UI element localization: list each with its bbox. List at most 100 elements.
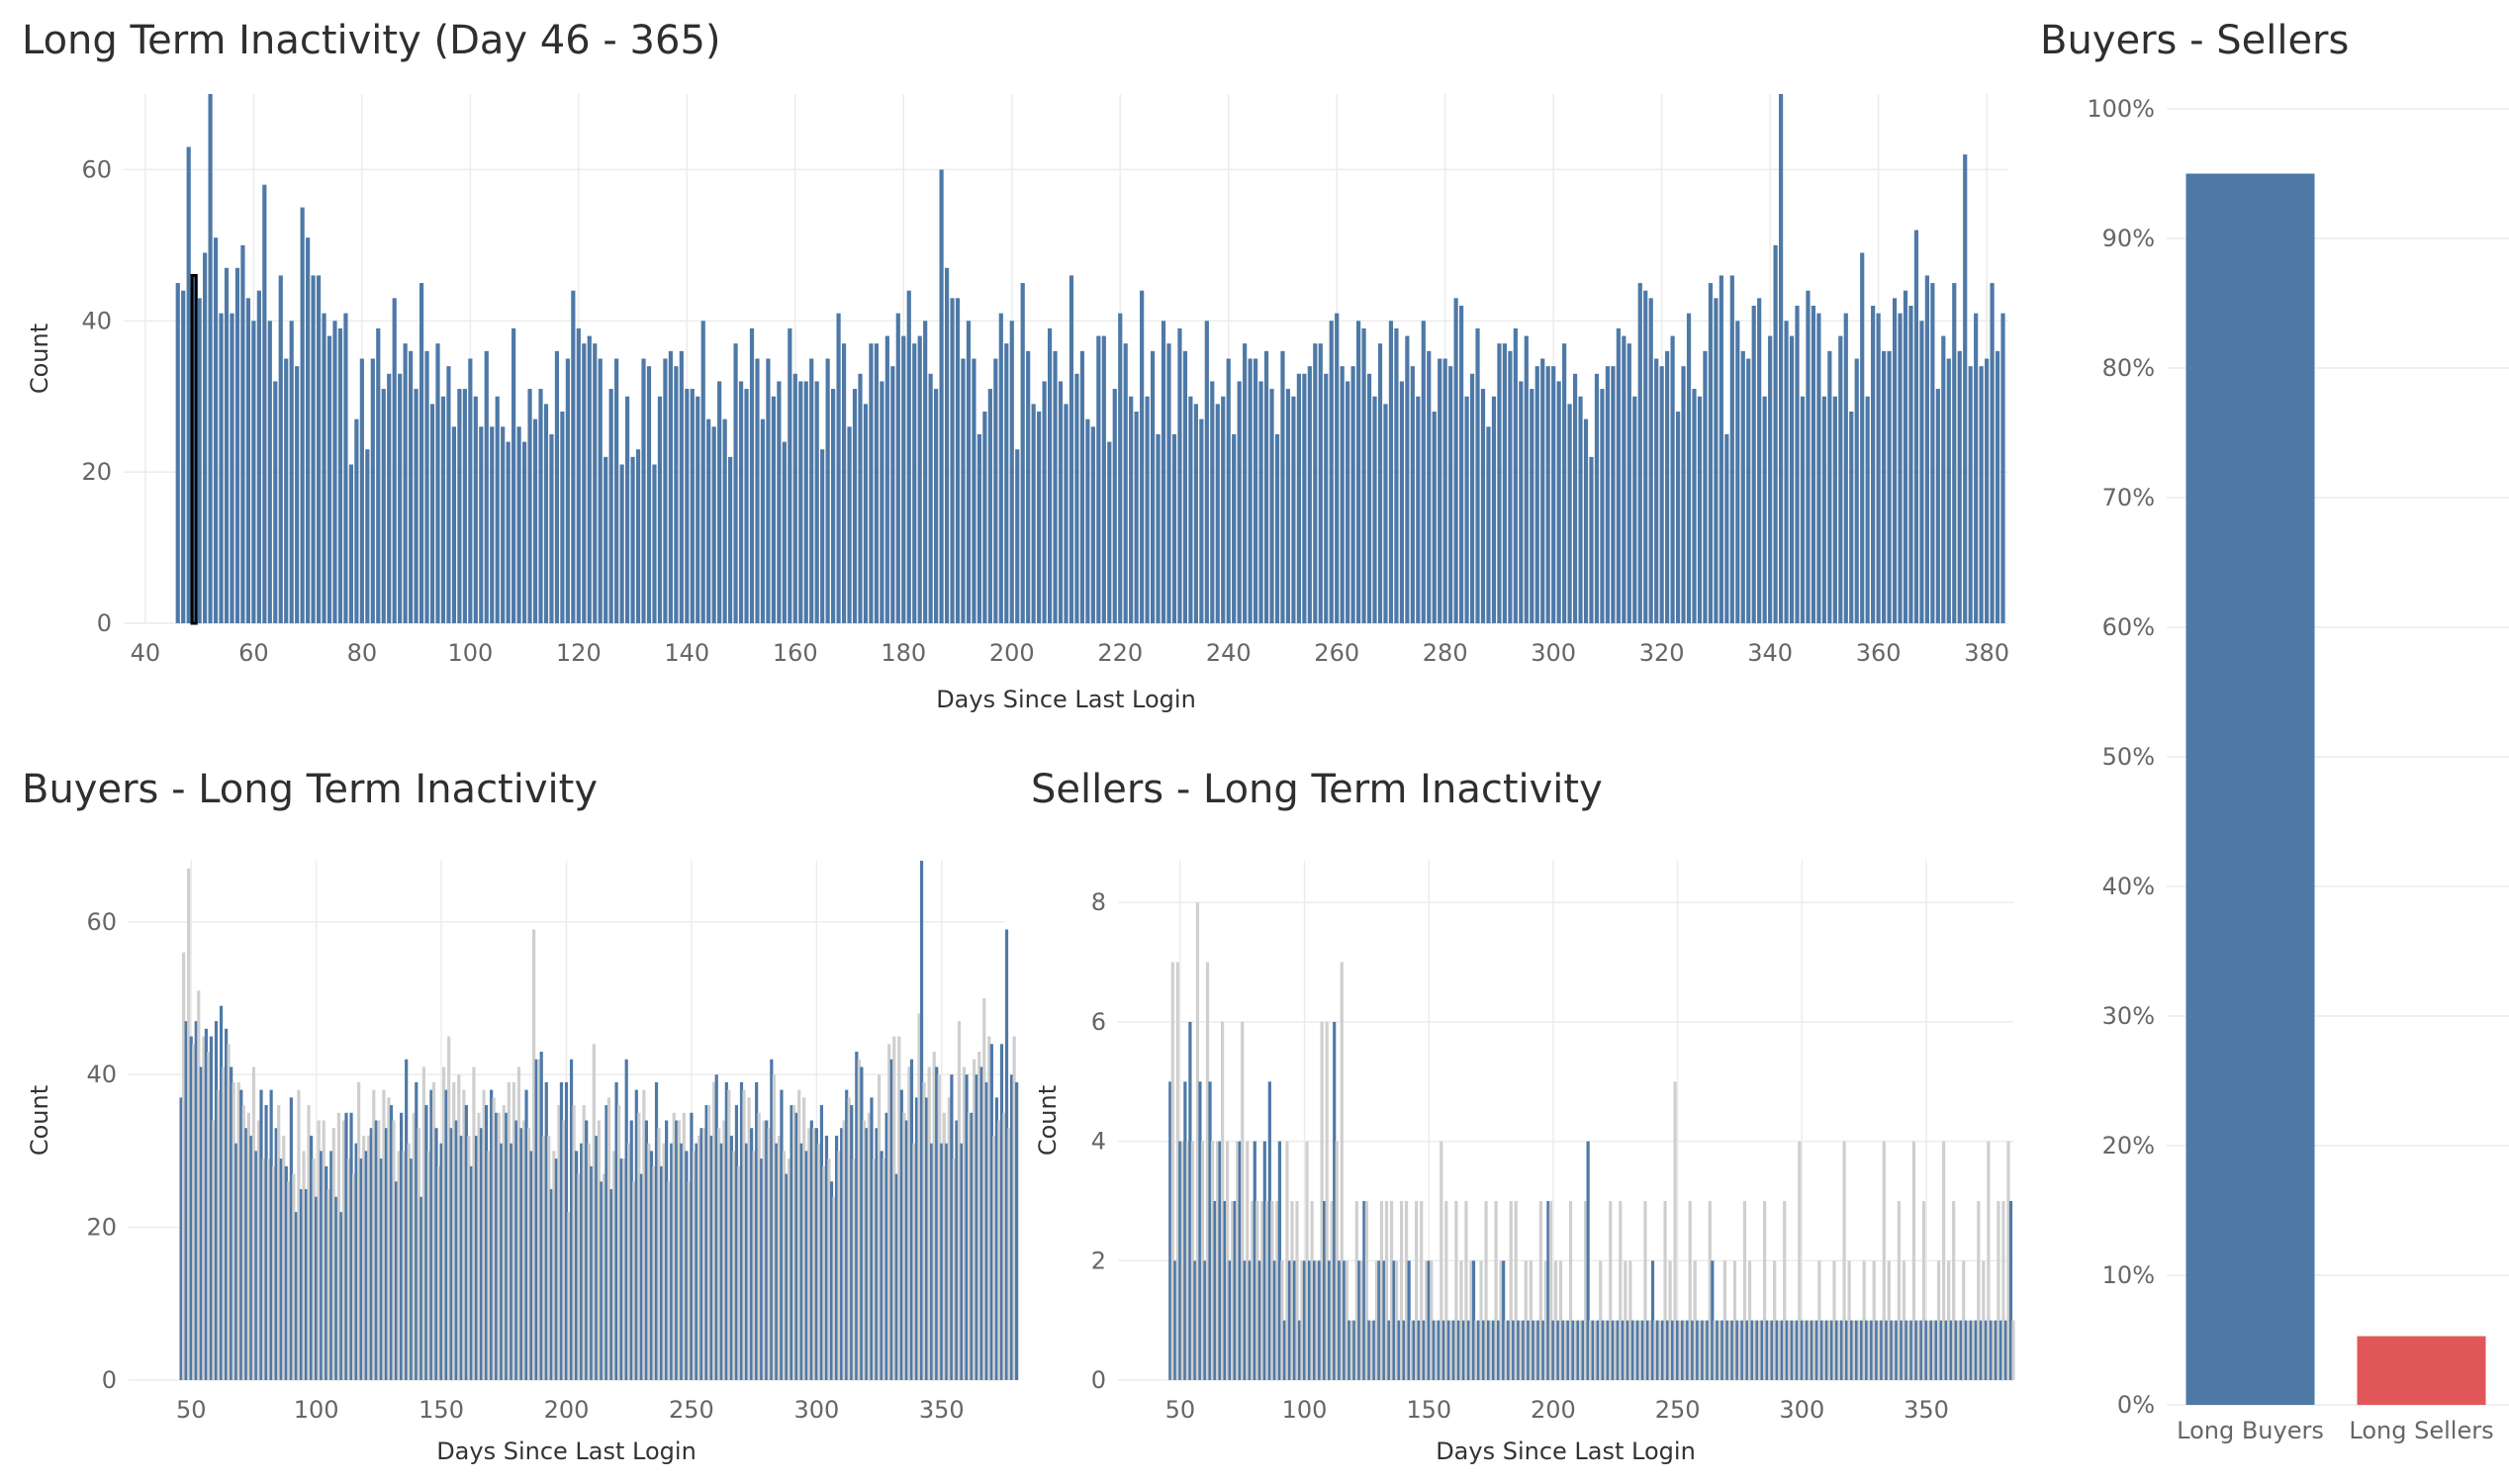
histogram-bar <box>331 1128 335 1380</box>
histogram-bar <box>785 1173 789 1380</box>
histogram-bar <box>398 373 403 623</box>
histogram-bar <box>1985 358 1990 623</box>
histogram-bar <box>187 868 191 1380</box>
histogram-bar <box>312 1159 316 1380</box>
histogram-bar <box>387 373 392 623</box>
histogram-bar <box>1919 1320 1923 1380</box>
histogram-bar <box>1882 1141 1886 1380</box>
histogram-bar <box>897 1036 901 1380</box>
histogram-bar <box>1009 1074 1014 1380</box>
histogram-bar <box>1944 1320 1948 1380</box>
x-tick-label: 350 <box>1904 1396 1949 1424</box>
histogram-bar <box>1663 1200 1667 1380</box>
histogram-bar <box>1594 1320 1598 1380</box>
y-axis-title: Count <box>26 1085 53 1156</box>
histogram-bar <box>709 1135 713 1380</box>
histogram-bar <box>1686 1320 1690 1380</box>
y-tick-label: 70% <box>2102 484 2155 511</box>
histogram-bar <box>744 389 749 623</box>
histogram-bar <box>1930 283 1935 623</box>
histogram-bar <box>1584 1200 1588 1380</box>
histogram-bar <box>348 464 354 623</box>
histogram-bar <box>1459 306 1464 623</box>
histogram-bar <box>336 1112 340 1380</box>
histogram-bar <box>351 1173 356 1380</box>
histogram-bar <box>384 1128 389 1380</box>
histogram-bar <box>521 1120 526 1380</box>
histogram-bar <box>1589 1320 1593 1380</box>
histogram-bar <box>424 1105 428 1380</box>
histogram-bar <box>1296 373 1301 623</box>
histogram-bar <box>1270 1200 1274 1380</box>
histogram-bar <box>1161 321 1166 623</box>
histogram-bar <box>1773 1260 1777 1380</box>
histogram-bar <box>1740 350 1745 623</box>
histogram-bar <box>1232 433 1237 623</box>
histogram-bar <box>256 1120 261 1380</box>
histogram-bar <box>552 1151 556 1380</box>
histogram-bar <box>1914 1320 1918 1380</box>
histogram-bar <box>1504 1320 1508 1380</box>
histogram-bar <box>1735 321 1740 623</box>
histogram-bar <box>397 1151 401 1380</box>
histogram-bar <box>1440 1141 1443 1380</box>
histogram-bar <box>1987 1141 1991 1380</box>
histogram-bar <box>1047 327 1053 623</box>
histogram-bar <box>1556 1320 1560 1380</box>
histogram-bar <box>1900 1320 1904 1380</box>
histogram-bar <box>472 1067 476 1380</box>
histogram-bar <box>762 1120 766 1380</box>
histogram-bar <box>1479 1260 1483 1380</box>
histogram-bar <box>712 1081 716 1380</box>
histogram-bar <box>947 1097 951 1380</box>
histogram-bar <box>1469 373 1475 623</box>
histogram-bar <box>883 1159 886 1380</box>
histogram-bar <box>1616 327 1621 623</box>
histogram-bar <box>1420 1200 1424 1380</box>
histogram-bar <box>862 1120 866 1380</box>
histogram-bar <box>755 358 760 623</box>
histogram-bar <box>860 1067 864 1380</box>
histogram-bar <box>1203 1260 1207 1380</box>
histogram-bar <box>514 1120 518 1380</box>
histogram-bar <box>719 1143 723 1380</box>
histogram-bar <box>1416 396 1421 623</box>
histogram-bar <box>1714 298 1719 623</box>
histogram-bar <box>1183 1081 1187 1380</box>
histogram-bar <box>930 1143 934 1380</box>
histogram-bar <box>1069 275 1074 623</box>
histogram-bar <box>1330 1200 1334 1380</box>
x-tick-label: 220 <box>1097 639 1143 667</box>
histogram-bar <box>1269 389 1274 623</box>
histogram-bar <box>1389 1200 1394 1380</box>
histogram-bar <box>1430 1260 1434 1380</box>
histogram-bar <box>690 389 695 623</box>
histogram-bar <box>600 1181 604 1380</box>
histogram-bar <box>1026 350 1031 623</box>
histogram-bar <box>199 1067 203 1380</box>
y-tick-label: 20% <box>2102 1132 2155 1159</box>
histogram-bar <box>1713 1320 1717 1380</box>
y-tick-label: 90% <box>2102 225 2155 252</box>
histogram-bar <box>847 426 852 623</box>
histogram-bar <box>1228 1260 1232 1380</box>
histogram-bar <box>807 1128 811 1380</box>
histogram-bar <box>809 358 814 623</box>
histogram-bar <box>970 1112 974 1380</box>
histogram-bar <box>1193 1260 1197 1380</box>
histogram-bar <box>1626 343 1631 623</box>
x-tick-label: 80 <box>347 639 378 667</box>
y-tick-label: 2 <box>1091 1247 1106 1274</box>
histogram-bar <box>1532 1320 1535 1380</box>
histogram-bar <box>524 1089 528 1380</box>
histogram-bar <box>379 1159 383 1380</box>
histogram-bar <box>1347 1320 1351 1380</box>
histogram-bar <box>1529 1260 1533 1380</box>
histogram-bar <box>526 1128 531 1380</box>
histogram-bar <box>1594 373 1600 623</box>
histogram-bar <box>1648 1320 1652 1380</box>
histogram-bar <box>917 1013 921 1380</box>
histogram-bar <box>717 381 722 623</box>
histogram-bar <box>1760 1320 1764 1380</box>
histogram-bar <box>1614 1320 1618 1380</box>
